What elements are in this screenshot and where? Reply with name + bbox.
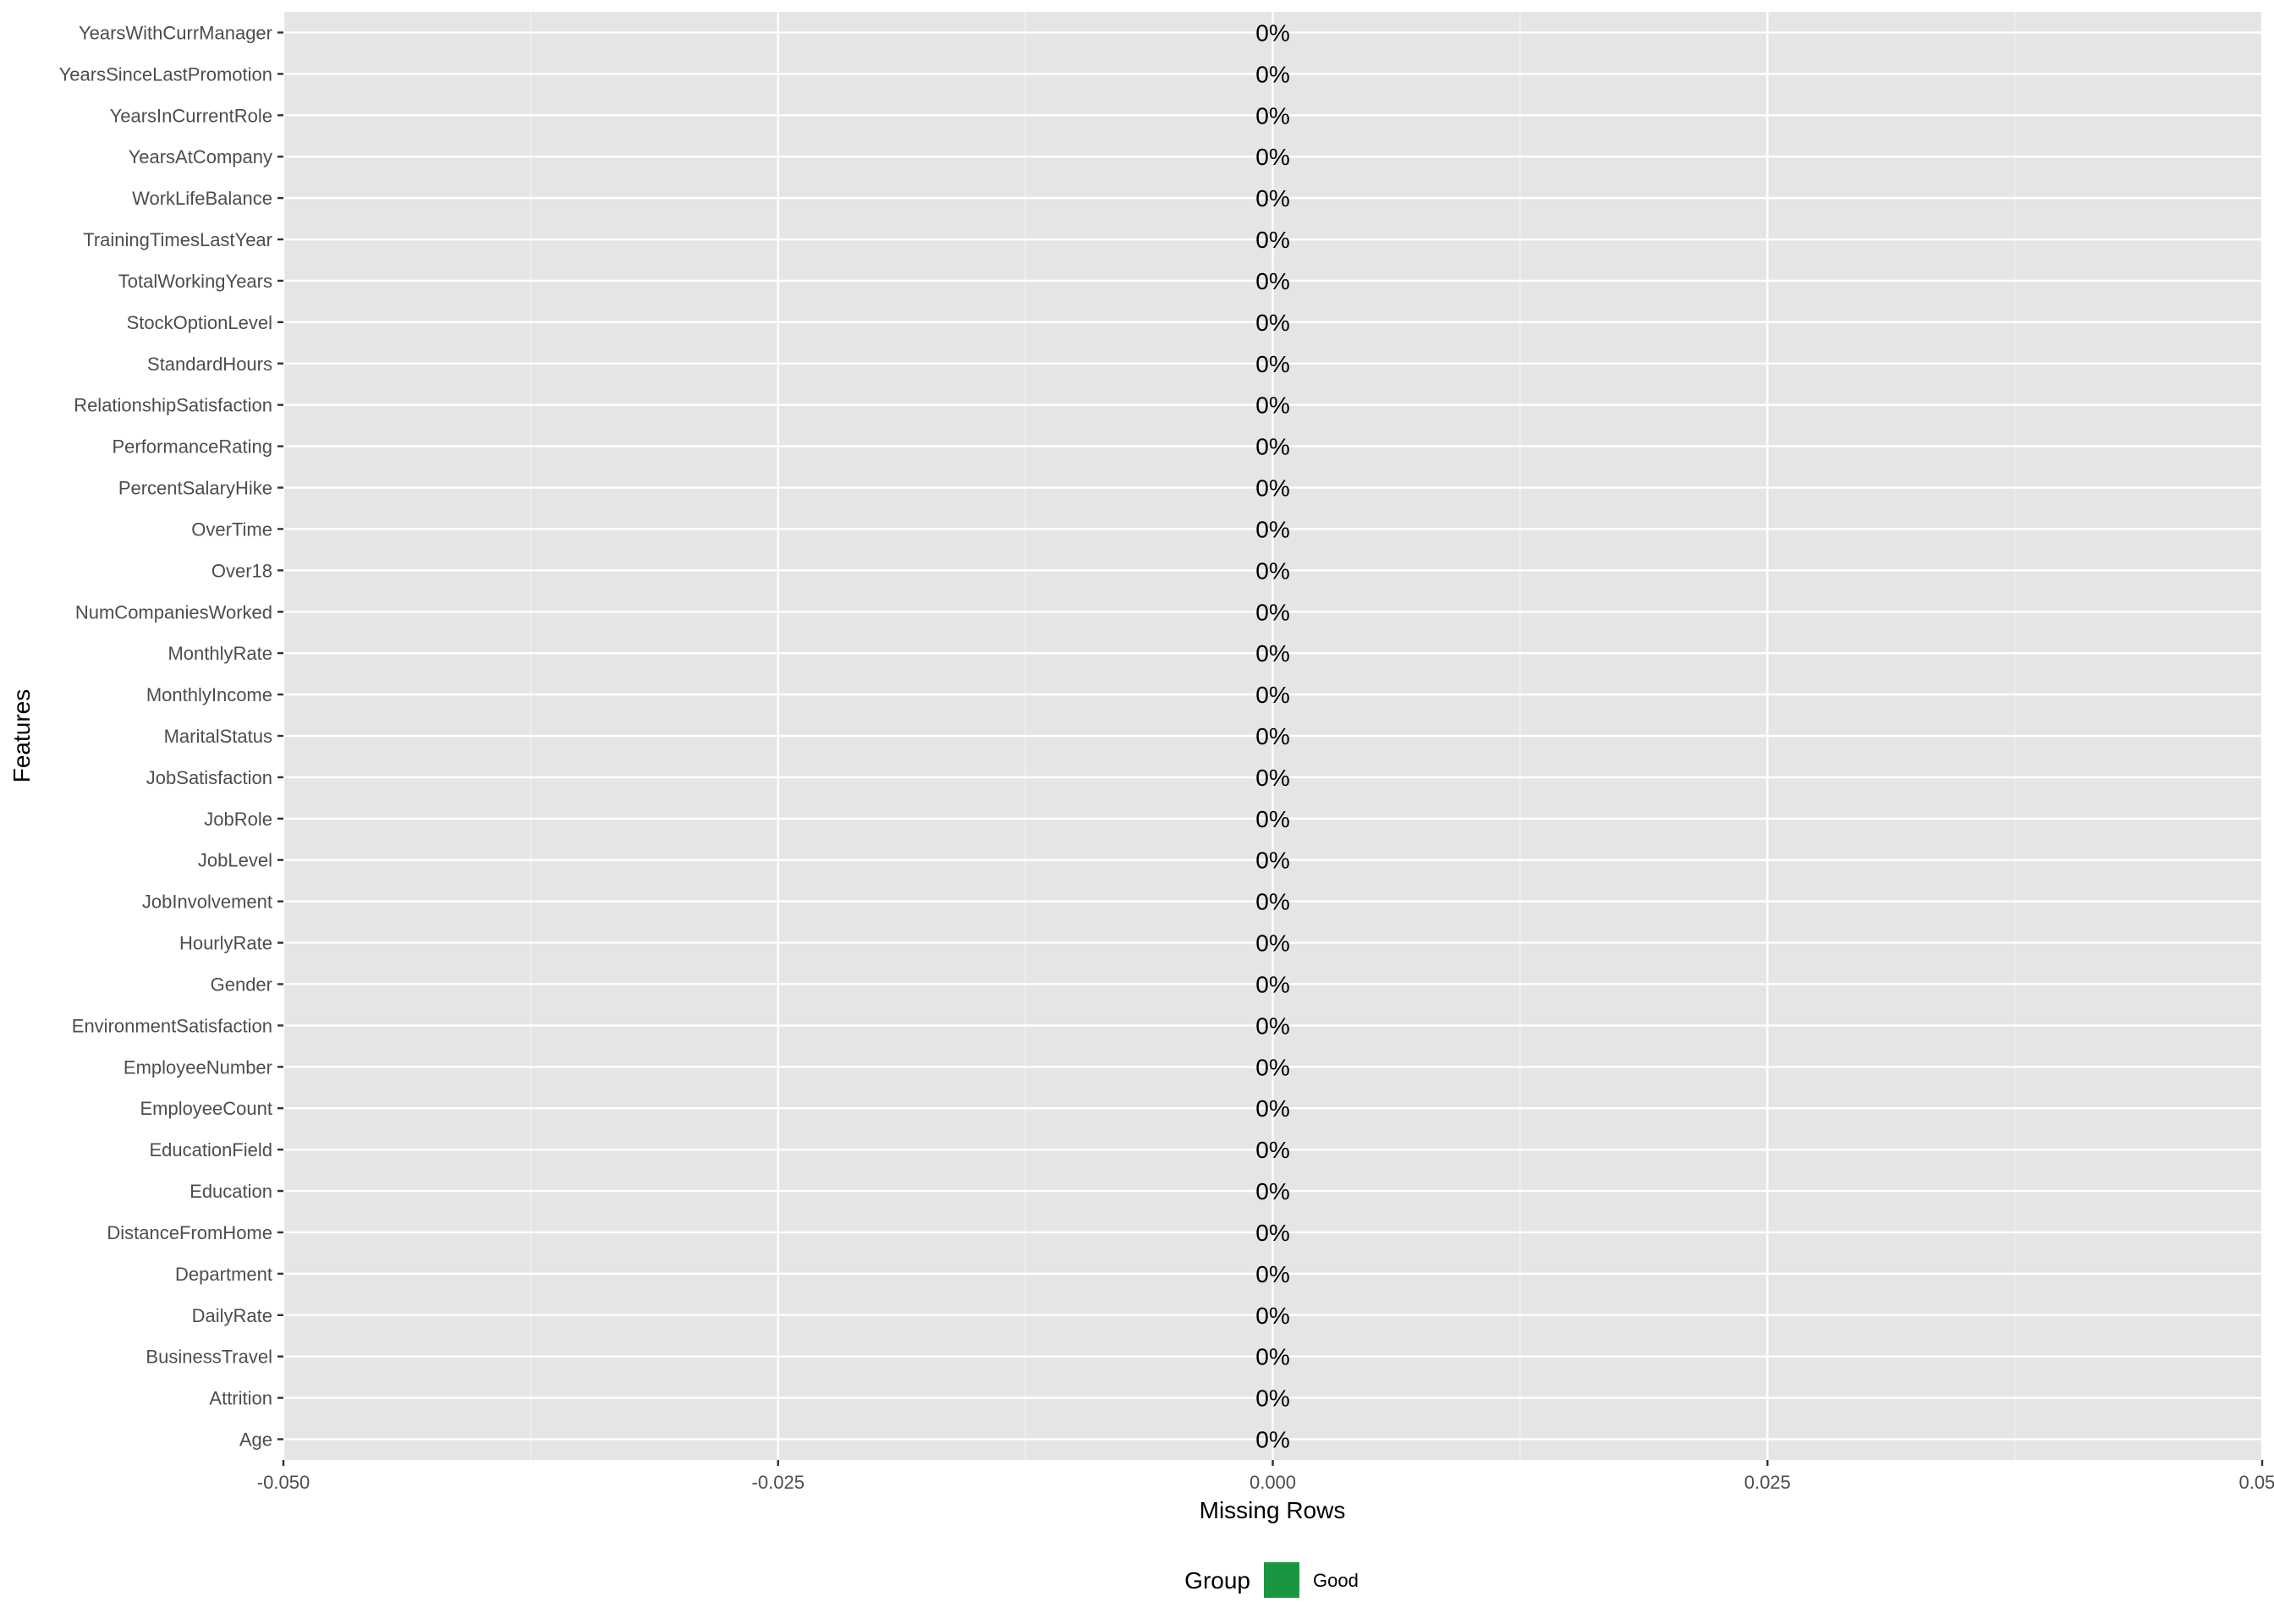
bar-label: 0% [1255, 19, 1289, 46]
major-gridlines [282, 12, 2264, 1460]
bar-label: 0% [1255, 682, 1289, 708]
x-axis-title: Missing Rows [1200, 1497, 1346, 1523]
bar-label: 0% [1255, 268, 1289, 294]
x-tick-label: -0.050 [257, 1472, 310, 1493]
y-tick-label: MonthlyRate [168, 643, 272, 664]
bar-label: 0% [1255, 557, 1289, 584]
bar-label: 0% [1255, 516, 1289, 542]
bar-label: 0% [1255, 640, 1289, 667]
bar-label: 0% [1255, 848, 1289, 874]
bar-label: 0% [1255, 930, 1289, 957]
bar-label: 0% [1255, 392, 1289, 419]
legend-label-good: Good [1313, 1570, 1359, 1591]
bar-label: 0% [1255, 1095, 1289, 1122]
y-tick-label: DailyRate [192, 1305, 272, 1326]
bar-label: 0% [1255, 1012, 1289, 1039]
bar-label: 0% [1255, 61, 1289, 87]
y-tick-label: JobInvolvement [142, 892, 272, 913]
x-tick-label: 0.050 [2238, 1472, 2274, 1493]
y-tick-label: JobRole [204, 809, 272, 830]
bar-label: 0% [1255, 1178, 1289, 1204]
y-tick-label: EducationField [149, 1139, 272, 1160]
bar-label: 0% [1255, 806, 1289, 832]
y-tick-label: HourlyRate [179, 933, 272, 954]
y-tick-label: JobSatisfaction [146, 767, 272, 788]
y-tick-label: Department [175, 1264, 272, 1285]
bar-label: 0% [1255, 1427, 1289, 1453]
bar-label: 0% [1255, 1220, 1289, 1246]
bar-label: 0% [1255, 434, 1289, 460]
bar-label: 0% [1255, 889, 1289, 915]
legend: Group Good [1184, 1562, 1359, 1598]
bar-label: 0% [1255, 1137, 1289, 1163]
bar-label: 0% [1255, 1344, 1289, 1370]
y-tick-label: Age [239, 1429, 272, 1451]
y-tick-label: YearsSinceLastPromotion [59, 63, 272, 85]
x-tick-label: 0.025 [1744, 1472, 1791, 1493]
y-tick-label: StandardHours [147, 354, 272, 375]
y-axis: YearsWithCurrManager YearsSinceLastPromot… [59, 22, 283, 1451]
y-tick-label: StockOptionLevel [127, 312, 272, 333]
x-tick-label: -0.025 [752, 1472, 805, 1493]
y-tick-label: TotalWorkingYears [118, 271, 272, 292]
y-tick-label: PerformanceRating [112, 436, 272, 458]
legend-key-good [1264, 1562, 1299, 1598]
y-tick-label: BusinessTravel [146, 1347, 272, 1368]
bar-label: 0% [1255, 723, 1289, 749]
bar-label: 0% [1255, 1261, 1289, 1287]
y-tick-label: EnvironmentSatisfaction [72, 1015, 272, 1036]
y-tick-label: Over18 [211, 560, 272, 581]
bar-labels: 0% 0% 0% 0% 0% 0% 0% 0% 0% 0% 0% 0% 0% 0% 0% 0% 0% 0% 0% 0%… [1255, 19, 1289, 1452]
bar-label: 0% [1255, 475, 1289, 502]
x-tick-label: 0.000 [1250, 1472, 1296, 1493]
y-tick-label: WorkLifeBalance [132, 188, 272, 209]
bar-label: 0% [1255, 1054, 1289, 1080]
bar-label: 0% [1255, 102, 1289, 129]
bar-label: 0% [1255, 1385, 1289, 1412]
y-tick-label: EmployeeCount [140, 1098, 272, 1119]
y-axis-title: Features [8, 689, 35, 783]
y-tick-label: JobLevel [198, 850, 272, 871]
bar-label: 0% [1255, 599, 1289, 625]
y-tick-label: OverTime [191, 518, 272, 540]
y-tick-label: MonthlyIncome [146, 684, 272, 705]
y-tick-label: MaritalStatus [164, 726, 272, 747]
bar-label: 0% [1255, 1303, 1289, 1329]
bar-label: 0% [1255, 765, 1289, 791]
y-tick-label: RelationshipSatisfaction [74, 395, 272, 416]
bar-label: 0% [1255, 185, 1289, 211]
y-tick-label: YearsAtCompany [129, 146, 272, 167]
bar-label: 0% [1255, 144, 1289, 170]
y-tick-label: YearsWithCurrManager [79, 22, 272, 43]
y-tick-label: EmployeeNumber [124, 1056, 272, 1078]
y-tick-label: TrainingTimesLastYear [83, 229, 272, 250]
bar-label: 0% [1255, 310, 1289, 336]
y-tick-label: NumCompaniesWorked [75, 601, 272, 623]
y-tick-label: DistanceFromHome [107, 1222, 272, 1243]
y-tick-label: Attrition [209, 1388, 272, 1409]
bar-label: 0% [1255, 351, 1289, 377]
y-tick-label: PercentSalaryHike [118, 478, 272, 499]
y-tick-label: Gender [211, 974, 272, 995]
bar-label: 0% [1255, 971, 1289, 997]
bar-label: 0% [1255, 227, 1289, 253]
y-tick-label: YearsInCurrentRole [110, 105, 272, 126]
x-axis: -0.050 -0.025 0.000 0.025 0.050 [257, 1460, 2274, 1493]
legend-title: Group [1184, 1567, 1250, 1594]
y-tick-label: Education [190, 1181, 272, 1202]
